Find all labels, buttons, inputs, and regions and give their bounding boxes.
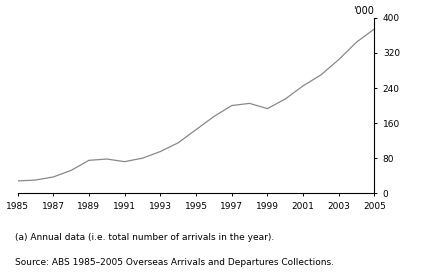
- Text: (a) Annual data (i.e. total number of arrivals in the year).: (a) Annual data (i.e. total number of ar…: [15, 233, 275, 242]
- Text: '000: '000: [353, 6, 374, 16]
- Text: Source: ABS 1985–2005 Overseas Arrivals and Departures Collections.: Source: ABS 1985–2005 Overseas Arrivals …: [15, 258, 334, 267]
